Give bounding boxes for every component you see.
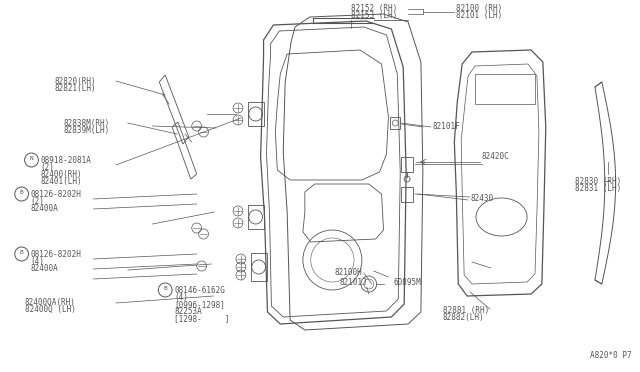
Text: 08146-6162G: 08146-6162G: [174, 286, 225, 295]
Text: 82881 (RH): 82881 (RH): [442, 306, 489, 315]
Text: 82821(LH): 82821(LH): [54, 84, 96, 93]
Text: 60895M: 60895M: [394, 278, 421, 287]
Text: 82882(LH): 82882(LH): [442, 313, 484, 322]
Text: A820*0 P7: A820*0 P7: [590, 351, 632, 360]
Text: 82400(RH): 82400(RH): [40, 170, 82, 179]
Text: 82401(LH): 82401(LH): [40, 177, 82, 186]
Text: 08918-2081A: 08918-2081A: [40, 156, 91, 165]
Text: 82100H: 82100H: [334, 268, 362, 277]
Text: 82838M(RH): 82838M(RH): [64, 119, 110, 128]
Text: [0996-1298]: [0996-1298]: [174, 300, 225, 309]
Text: 82101J: 82101J: [339, 278, 367, 287]
Text: (2): (2): [31, 197, 44, 206]
Text: 82153 (LH): 82153 (LH): [351, 11, 397, 20]
Text: (4): (4): [174, 293, 188, 302]
Text: 82400QA(RH): 82400QA(RH): [24, 298, 76, 307]
Text: 08126-8202H: 08126-8202H: [31, 250, 81, 259]
Text: 82820(RH): 82820(RH): [54, 77, 96, 86]
Text: 82830 (RH): 82830 (RH): [575, 177, 621, 186]
Text: 82253A: 82253A: [174, 307, 202, 316]
Text: 82101 (LH): 82101 (LH): [456, 11, 502, 20]
Text: 82100 (RH): 82100 (RH): [456, 4, 502, 13]
Text: (2): (2): [40, 163, 54, 172]
Text: N: N: [29, 156, 33, 161]
Text: 82101F: 82101F: [433, 122, 460, 131]
Text: 82430: 82430: [470, 194, 493, 203]
Text: [1298-     ]: [1298- ]: [174, 314, 230, 323]
Text: 82400A: 82400A: [31, 204, 58, 213]
Text: 82831 (LH): 82831 (LH): [575, 184, 621, 193]
Text: 82420C: 82420C: [482, 152, 509, 161]
Text: 82400Q (LH): 82400Q (LH): [24, 305, 76, 314]
Text: 82152 (RH): 82152 (RH): [351, 4, 397, 13]
Text: 82839M(LH): 82839M(LH): [64, 126, 110, 135]
Text: (4): (4): [31, 257, 44, 266]
Text: 82400A: 82400A: [31, 264, 58, 273]
Text: 08126-8202H: 08126-8202H: [31, 190, 81, 199]
Text: B: B: [20, 250, 24, 255]
Text: B: B: [20, 190, 24, 195]
Text: B: B: [163, 286, 167, 291]
